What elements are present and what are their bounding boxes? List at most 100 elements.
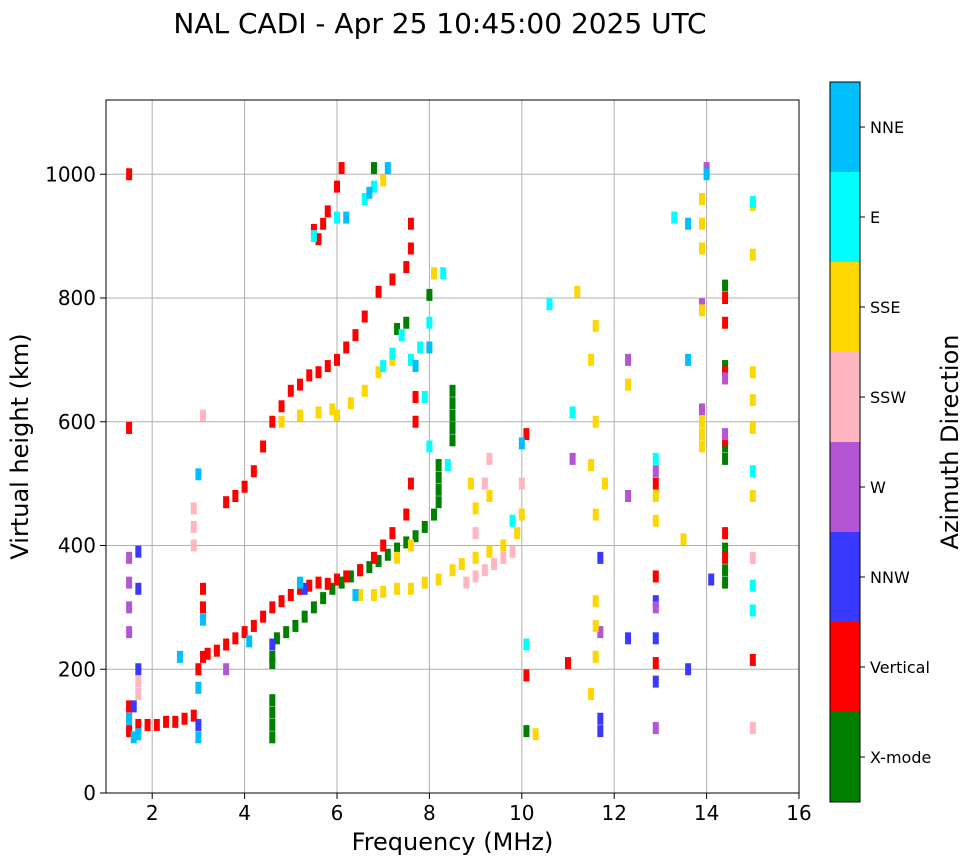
- data-point: [375, 285, 382, 298]
- data-point: [703, 168, 710, 181]
- data-point: [698, 304, 705, 317]
- data-point: [652, 452, 659, 465]
- data-point: [380, 174, 387, 187]
- data-point: [592, 319, 599, 332]
- data-point: [698, 428, 705, 441]
- colorbar-segment: [830, 532, 860, 622]
- data-point: [269, 650, 276, 663]
- colorbar-segment: [830, 442, 860, 532]
- data-point: [343, 341, 350, 354]
- data-point: [403, 261, 410, 274]
- data-point: [449, 397, 456, 410]
- data-point: [195, 663, 202, 676]
- data-point: [708, 573, 715, 586]
- data-point: [722, 428, 729, 441]
- data-point: [246, 635, 253, 648]
- data-point: [481, 477, 488, 490]
- data-point: [472, 502, 479, 515]
- data-point: [260, 440, 267, 453]
- data-point: [315, 406, 322, 419]
- data-point: [698, 298, 705, 311]
- data-point: [588, 353, 595, 366]
- data-point: [126, 725, 133, 738]
- data-point: [250, 465, 257, 478]
- data-point: [297, 582, 304, 595]
- data-point: [509, 545, 516, 558]
- data-point: [407, 242, 414, 255]
- grid-lines: [106, 100, 800, 794]
- data-point: [163, 715, 170, 728]
- data-point: [269, 731, 276, 744]
- data-point: [200, 650, 207, 663]
- data-point: [278, 415, 285, 428]
- data-point: [232, 632, 239, 645]
- data-point: [698, 242, 705, 255]
- data-point: [722, 542, 729, 555]
- data-point: [601, 477, 608, 490]
- data-point: [592, 619, 599, 632]
- data-point: [324, 360, 331, 373]
- data-point: [722, 452, 729, 465]
- data-point: [287, 384, 294, 397]
- data-point: [523, 725, 530, 738]
- data-point: [680, 533, 687, 546]
- data-point: [297, 378, 304, 391]
- data-point: [440, 267, 447, 280]
- data-point: [486, 545, 493, 558]
- data-point: [394, 542, 401, 555]
- data-point: [135, 663, 142, 676]
- plot-frame: [105, 99, 800, 794]
- data-point: [398, 329, 405, 342]
- y-tick-label: 0: [83, 781, 96, 805]
- data-point: [500, 551, 507, 564]
- x-tick-label: 8: [423, 801, 436, 825]
- data-point: [190, 520, 197, 533]
- data-point: [315, 366, 322, 379]
- y-tick-label: 800: [58, 286, 96, 310]
- data-point: [749, 465, 756, 478]
- data-point: [500, 539, 507, 552]
- data-point: [652, 514, 659, 527]
- data-point: [722, 527, 729, 540]
- data-point: [297, 576, 304, 589]
- data-point: [135, 688, 142, 700]
- data-point: [597, 626, 604, 639]
- data-point: [588, 459, 595, 472]
- data-point: [297, 409, 304, 422]
- data-point: [278, 400, 285, 413]
- data-point: [652, 601, 659, 614]
- data-point: [329, 582, 336, 595]
- data-point: [749, 579, 756, 592]
- data-point: [190, 709, 197, 722]
- data-point: [135, 675, 142, 688]
- data-point: [426, 316, 433, 329]
- data-point: [449, 409, 456, 422]
- data-point: [190, 502, 197, 515]
- x-axis-label: Frequency (MHz): [352, 828, 554, 856]
- data-point: [403, 508, 410, 521]
- data-point: [749, 604, 756, 617]
- data-point: [417, 341, 424, 354]
- data-point: [352, 329, 359, 342]
- data-point: [347, 570, 354, 583]
- data-point: [652, 595, 659, 608]
- data-point: [652, 477, 659, 490]
- data-marks: [126, 162, 756, 744]
- data-point: [722, 316, 729, 329]
- data-point: [412, 391, 419, 403]
- data-point: [334, 409, 340, 422]
- data-point: [698, 415, 705, 428]
- data-point: [685, 353, 692, 366]
- data-point: [273, 632, 280, 645]
- data-point: [449, 434, 456, 447]
- data-point: [652, 570, 659, 583]
- data-point: [486, 452, 493, 465]
- data-point: [370, 162, 377, 175]
- data-point: [269, 638, 276, 651]
- colorbar-title: Azimuth Direction: [936, 335, 964, 550]
- data-point: [130, 700, 137, 713]
- data-point: [130, 731, 137, 744]
- colorbar-segment: [830, 262, 860, 352]
- colorbar-segment: [830, 712, 860, 802]
- data-point: [722, 366, 729, 379]
